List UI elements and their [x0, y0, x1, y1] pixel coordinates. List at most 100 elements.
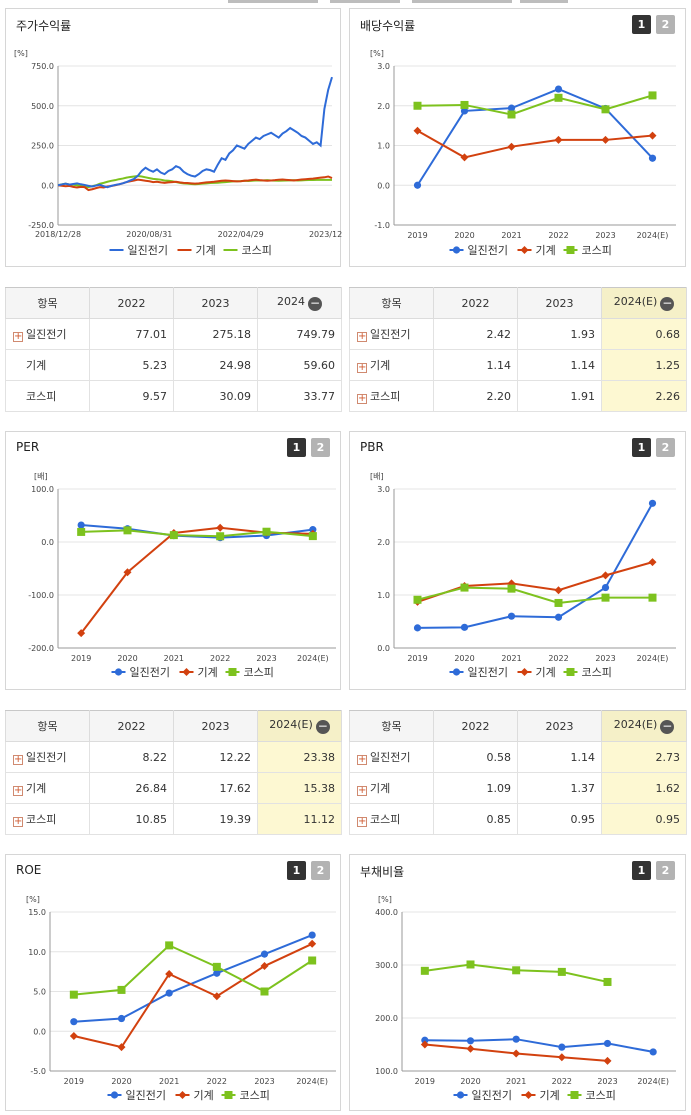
y-tick-label: -1.0: [374, 221, 390, 230]
cell: 59.60: [257, 349, 342, 381]
cell: 1.37: [517, 772, 602, 804]
expand-icon[interactable]: +: [13, 816, 23, 827]
data-point: [308, 939, 317, 948]
pbr-table: 항목 2022 2023 2024(E) − + 일진전기 0.58 1.14 2.…: [349, 710, 687, 835]
roe-panel: ROE 1 2 [%] 15.0 10.0 5.0 0.0 -5.0 2019 2020 202…: [5, 854, 341, 1111]
data-point: [212, 962, 221, 971]
cell: 12.22: [173, 741, 258, 773]
collapse-icon[interactable]: −: [660, 719, 675, 734]
row-label: 코스피: [370, 390, 401, 403]
x-tick-label: 2022: [207, 1077, 227, 1086]
collapse-icon[interactable]: −: [308, 296, 322, 311]
data-point: [420, 1040, 429, 1049]
view-2-button[interactable]: 2: [656, 438, 675, 457]
cell: 275.18: [173, 318, 258, 350]
data-point: [165, 941, 174, 950]
data-point: [554, 613, 563, 621]
data-point: [512, 966, 521, 975]
panel-title: PER: [16, 440, 40, 454]
cell: 1.14: [433, 349, 518, 381]
view-1-button[interactable]: 1: [632, 861, 651, 880]
table-row: + 일진전기 2.42 1.93 0.68: [349, 318, 687, 350]
cell: 1.93: [517, 318, 602, 350]
top-tab-remnant: [520, 0, 568, 3]
view-2-button[interactable]: 2: [656, 861, 675, 880]
expand-icon[interactable]: +: [13, 754, 23, 765]
x-tick-label: 2023: [595, 231, 615, 240]
y-tick-label: 250.0: [31, 142, 54, 151]
legend-label: 기계: [194, 1089, 214, 1102]
x-tick-label: 2021: [164, 654, 184, 663]
table-row: + 기계 26.84 17.62 15.38: [5, 772, 342, 804]
data-point: [169, 531, 178, 540]
cell: 17.62: [173, 772, 258, 804]
data-point: [117, 1043, 126, 1052]
expand-icon[interactable]: +: [357, 754, 367, 765]
data-point: [566, 246, 575, 254]
data-point: [165, 989, 173, 997]
expand-icon[interactable]: +: [13, 331, 23, 342]
legend-label: 코스피: [244, 666, 274, 679]
data-point: [110, 1091, 119, 1099]
cell: 749.79: [257, 318, 342, 350]
view-2-button[interactable]: 2: [311, 861, 330, 880]
view-2-button[interactable]: 2: [311, 438, 330, 457]
data-point: [165, 970, 174, 979]
data-point: [69, 1032, 78, 1041]
data-point: [601, 105, 610, 114]
table-row: + 코스피 0.85 0.95 0.95: [349, 803, 687, 835]
view-1-button[interactable]: 1: [632, 438, 651, 457]
data-point: [557, 967, 566, 976]
row-label: 코스피: [370, 813, 401, 826]
x-tick-label: 2023: [256, 654, 276, 663]
x-tick-label: 2024(E): [296, 1077, 328, 1086]
data-point: [460, 583, 469, 592]
expand-icon[interactable]: +: [357, 785, 367, 796]
view-1-button[interactable]: 1: [287, 861, 306, 880]
expand-icon[interactable]: +: [357, 331, 367, 342]
x-tick-label: 2020: [117, 654, 137, 663]
y-tick-label: -5.0: [30, 1067, 46, 1076]
unit-label: [%]: [26, 895, 40, 904]
data-point: [648, 558, 657, 567]
y-tick-label: 400.0: [375, 908, 398, 917]
x-tick-label: 2022/04/29: [218, 230, 264, 239]
cell: 26.84: [89, 772, 174, 804]
stock-return-table: 항목 2022 2023 2024− + 일진전기 77.01 275.18 74…: [5, 287, 342, 412]
data-point: [216, 532, 225, 541]
data-point: [413, 595, 422, 604]
row-label: 일진전기: [370, 751, 411, 764]
data-point: [507, 584, 516, 593]
data-point: [603, 1056, 612, 1065]
expand-icon[interactable]: +: [357, 362, 367, 373]
col-header-2024e: 2024(E) −: [601, 287, 687, 319]
col-header: 2022: [433, 287, 518, 319]
expand-icon[interactable]: +: [357, 816, 367, 827]
data-point: [648, 91, 657, 100]
debt-ratio-chart: [%] 400.0 300.0 200.0 100.0 2019 2020 2021 2022 2…: [375, 895, 676, 1102]
cell: 0.68: [601, 318, 687, 350]
legend-label: 코스피: [586, 1089, 616, 1102]
cell: 0.58: [433, 741, 518, 773]
legend-label: 코스피: [582, 666, 612, 679]
expand-icon[interactable]: +: [357, 393, 367, 404]
view-1-button[interactable]: 1: [632, 15, 651, 34]
view-1-button[interactable]: 1: [287, 438, 306, 457]
table-row: + 코스피 2.20 1.91 2.26: [349, 380, 687, 412]
view-2-button[interactable]: 2: [656, 15, 675, 34]
data-point: [182, 668, 191, 676]
unit-label: [%]: [378, 895, 392, 904]
y-tick-label: 750.0: [31, 62, 54, 71]
col-header: 2023: [173, 710, 258, 742]
collapse-icon[interactable]: −: [315, 719, 330, 734]
col-header: 2023: [173, 287, 258, 319]
unit-label: [배]: [370, 472, 384, 481]
series-line: [81, 529, 313, 538]
cell: 2.42: [433, 318, 518, 350]
top-tab-remnant: [228, 0, 318, 3]
data-point: [260, 962, 269, 971]
collapse-icon[interactable]: −: [660, 296, 675, 311]
cell: 0.85: [433, 803, 518, 835]
panel-title: PBR: [360, 440, 384, 454]
expand-icon[interactable]: +: [13, 785, 23, 796]
